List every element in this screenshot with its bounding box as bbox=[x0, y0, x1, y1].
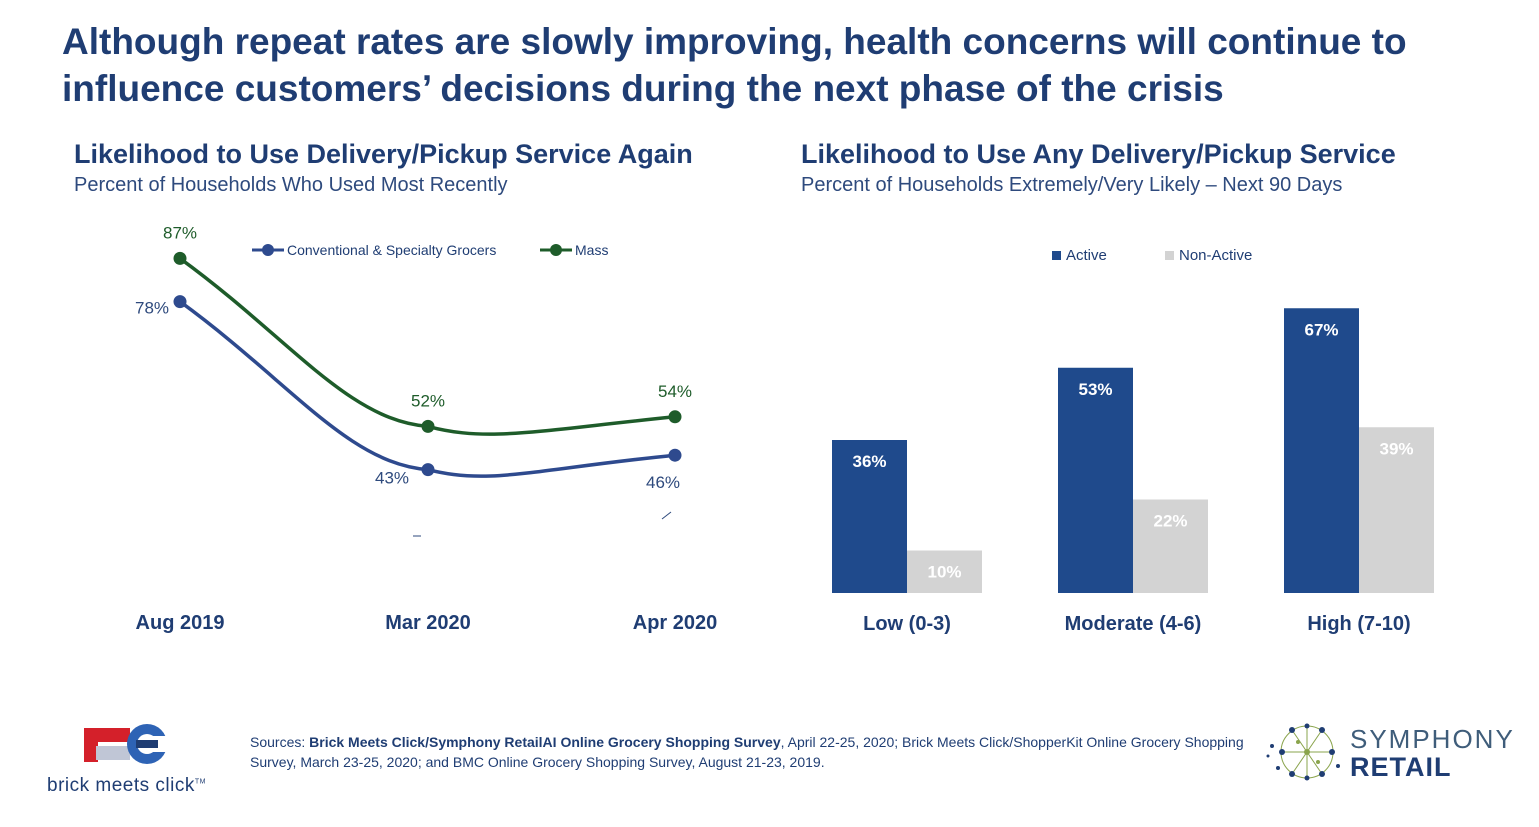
data-label-0-1: 43% bbox=[375, 469, 409, 488]
x-tick-label: Mar 2020 bbox=[385, 612, 471, 634]
legend-label-1: Mass bbox=[575, 242, 608, 258]
bar-1-2 bbox=[1359, 427, 1434, 593]
bar-1-0 bbox=[907, 550, 982, 593]
legend-label-1: Non-Active bbox=[1179, 247, 1252, 264]
data-label-0-0: 78% bbox=[135, 299, 169, 318]
legend-swatch-0 bbox=[1052, 251, 1061, 260]
data-point-0-2 bbox=[668, 448, 682, 462]
bar-1-1 bbox=[1133, 499, 1208, 593]
line-chart-subtitle: Percent of Households Who Used Most Rece… bbox=[74, 174, 508, 196]
bar-chart: Active Non-Active 36% 10% Low (0-3) 53% 22% Mod… bbox=[832, 247, 1434, 635]
symphony-wordmark: SYMPHONY bbox=[1350, 724, 1515, 754]
headline: Although repeat rates are slowly improvi… bbox=[62, 21, 1407, 109]
legend-marker-1 bbox=[550, 244, 562, 256]
data-point-0-0 bbox=[173, 295, 187, 309]
legend-label-0: Active bbox=[1066, 247, 1107, 264]
legend-label-0: Conventional & Specialty Grocers bbox=[287, 242, 496, 258]
data-point-0-1 bbox=[421, 463, 435, 477]
x-tick-label: High (7-10) bbox=[1307, 613, 1410, 635]
data-point-1-2 bbox=[668, 410, 682, 424]
symphony-network-icon bbox=[1266, 723, 1340, 781]
sources-rest: , April 22-25, 2020; Brick Meets Click/S… bbox=[250, 734, 1244, 770]
bar-label-1-0: 10% bbox=[927, 563, 961, 582]
data-label-1-2: 54% bbox=[658, 382, 692, 401]
legend-marker-0 bbox=[262, 244, 274, 256]
data-point-1-0 bbox=[173, 251, 187, 265]
bar-label-0-0: 36% bbox=[852, 452, 886, 471]
data-label-1-1: 52% bbox=[411, 391, 445, 410]
bar-0-1 bbox=[1058, 367, 1133, 593]
bar-0-2 bbox=[1284, 308, 1359, 593]
sources-bold: Brick Meets Click/Symphony RetailAI Onli… bbox=[309, 734, 781, 750]
bar-label-0-2: 67% bbox=[1304, 320, 1338, 339]
brick-meets-click-logo bbox=[84, 724, 171, 764]
brick-meets-click-wordmark: brick meets clickTM bbox=[47, 775, 206, 796]
bar-chart-subtitle: Percent of Households Extremely/Very Lik… bbox=[801, 174, 1343, 196]
legend-swatch-1 bbox=[1165, 251, 1174, 260]
leader-line-2 bbox=[661, 511, 672, 520]
x-tick-label: Low (0-3) bbox=[863, 613, 951, 635]
data-label-0-2: 46% bbox=[646, 473, 680, 492]
bar-0-0 bbox=[832, 440, 907, 593]
sources-note: Sources: Brick Meets Click/Symphony Reta… bbox=[250, 732, 1250, 772]
bar-chart-title: Likelihood to Use Any Delivery/Pickup Se… bbox=[801, 139, 1396, 169]
line-chart-title: Likelihood to Use Delivery/Pickup Servic… bbox=[74, 139, 693, 169]
x-tick-label: Apr 2020 bbox=[633, 612, 718, 634]
data-label-1-0: 87% bbox=[163, 223, 197, 242]
bar-label-1-1: 22% bbox=[1153, 512, 1187, 531]
x-tick-label: Moderate (4-6) bbox=[1065, 613, 1202, 635]
data-point-1-1 bbox=[421, 419, 435, 433]
retail-wordmark: RETAIL bbox=[1350, 752, 1452, 782]
bar-label-1-2: 39% bbox=[1379, 439, 1413, 458]
line-chart: Conventional & Specialty Grocers Mass 78% 4… bbox=[135, 223, 718, 634]
sources-prefix: Sources: bbox=[250, 734, 310, 750]
bar-label-0-1: 53% bbox=[1078, 380, 1112, 399]
x-tick-label: Aug 2019 bbox=[136, 612, 225, 634]
